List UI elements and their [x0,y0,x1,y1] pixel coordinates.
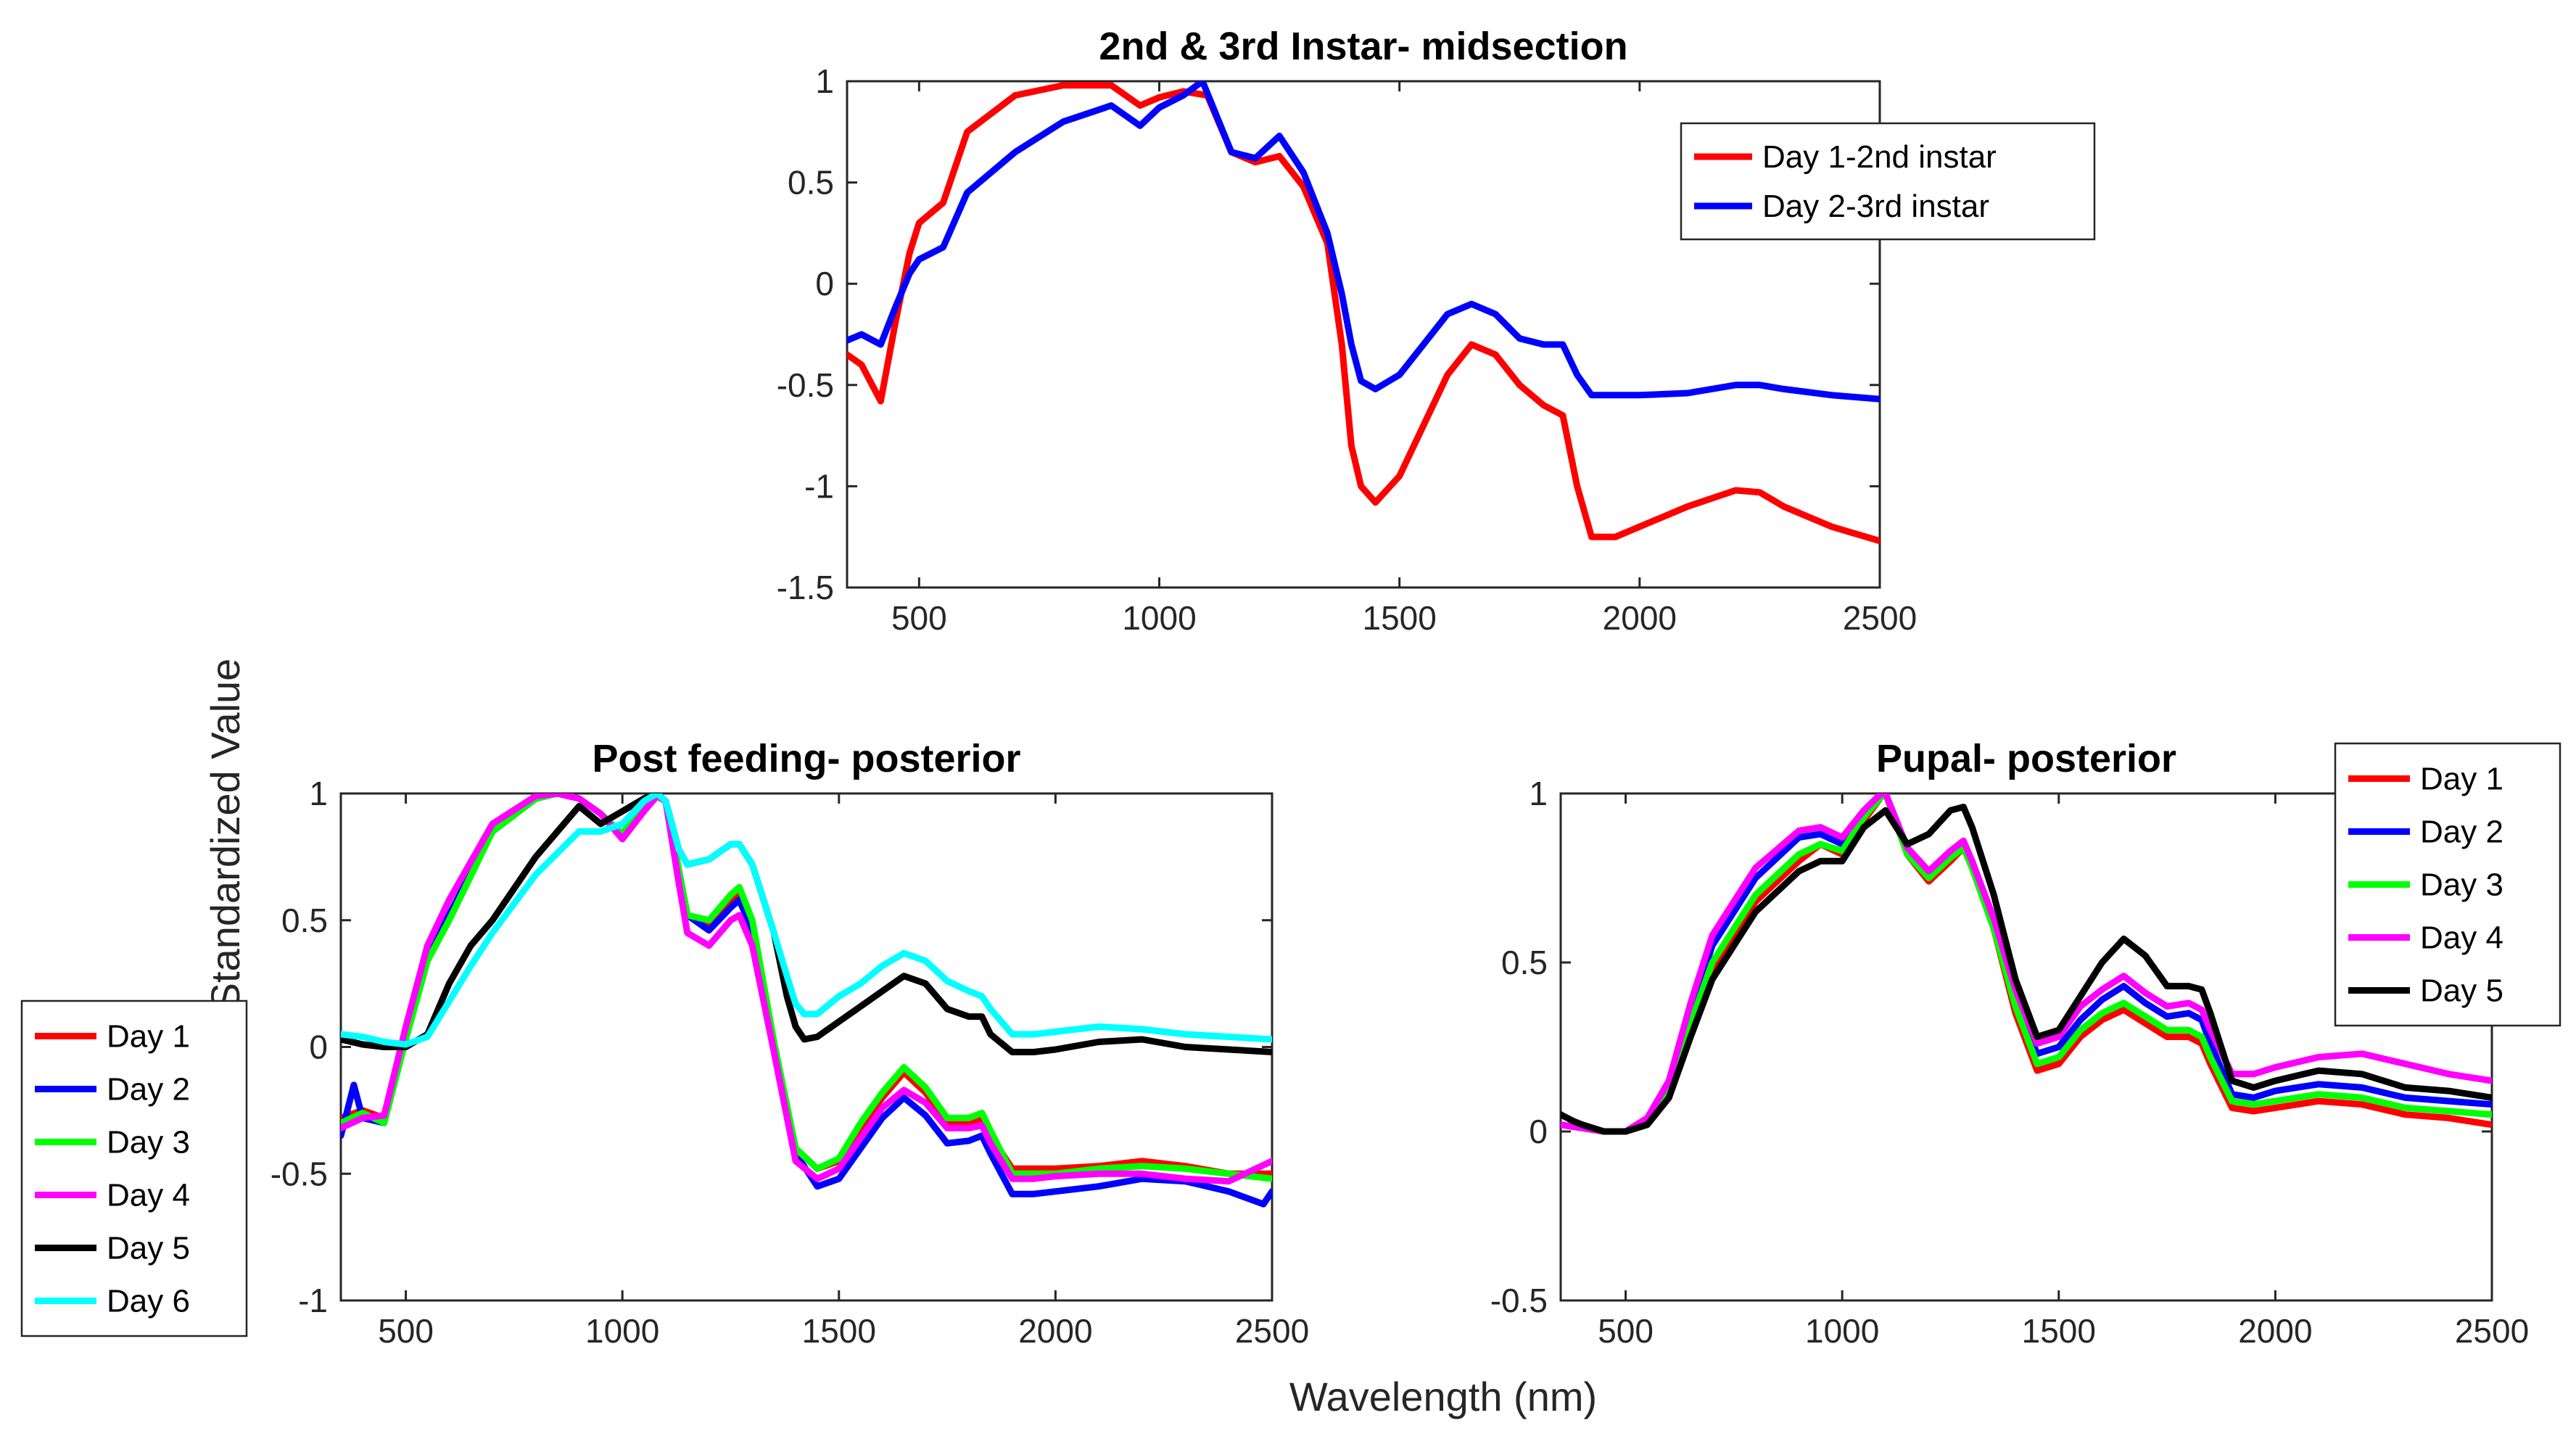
y-tick-label: -1.5 [777,569,834,606]
y-tick-label: 0.5 [281,902,328,939]
y-tick-label: 0 [1529,1113,1548,1150]
chart-title: Pupal- posterior [1876,737,2176,780]
chart-pupal-posterior: Pupal- posterior 500 1000 1500 2000 2500 1 0.5 0… [1490,737,2561,1350]
x-tick-label: 1500 [1363,599,1437,637]
x-tick-label: 1500 [802,1312,876,1350]
x-tick-label: 500 [891,599,947,637]
series-line-day-6 [341,793,1272,1048]
chart-title: Post feeding- posterior [592,737,1020,780]
legend-label: Day 2 [107,1072,190,1108]
x-tick-label: 2000 [2238,1312,2312,1350]
y-tick-label: -0.5 [1490,1282,1548,1319]
x-tick-label: 1000 [1122,599,1196,637]
legend-label: Day 3 [2420,867,2503,903]
legend-label: Day 1 [107,1019,190,1055]
series-group [341,793,1272,1208]
series-line-day-5 [1561,804,2492,1135]
y-tick-label: -0.5 [777,366,834,404]
legend-label: Day 5 [107,1231,190,1266]
y-tick-label: -1 [298,1282,328,1319]
y-tick-label: 1 [1529,775,1548,812]
plot-area-1 [339,792,1273,1302]
legend-label: Day 1-2nd instar [1762,139,1997,175]
legend-box [1680,122,2096,241]
legend-label: Day 2-3rd instar [1762,189,1989,224]
y-tick-label: -0.5 [271,1155,328,1192]
series-line-day-4 [1561,793,2492,1135]
y-tick-label: 0 [309,1028,328,1066]
y-tick-label: -1 [804,467,834,505]
x-tick-label: 2000 [1603,599,1677,637]
chart-title: 2nd & 3rd Instar- midsection [1099,25,1627,68]
legend-label: Day 6 [107,1284,190,1319]
x-tick-label: 2500 [2455,1312,2529,1350]
legend-label: Day 1 [2420,762,2503,797]
y-tick-label: 1 [309,775,328,812]
series-group [1561,793,2492,1135]
x-tick-label: 2000 [1018,1312,1092,1350]
x-tick-label: 500 [1598,1312,1654,1350]
x-tick-label: 2500 [1843,599,1917,637]
x-tick-label: 1000 [585,1312,659,1350]
x-tick-label: 500 [378,1312,434,1350]
series-line-day-1-2nd-instar [847,82,1880,545]
series-line-day-4 [341,793,1272,1185]
legend-box [20,999,248,1337]
legend-label: Day 2 [2420,815,2503,850]
y-tick-label: 1 [815,62,834,100]
legend-label: Day 5 [2420,973,2503,1009]
legend-label: Day 3 [107,1125,190,1160]
y-tick-label: 0.5 [788,164,834,202]
x-tick-label: 1000 [1805,1312,1879,1350]
legend-label: Day 4 [107,1178,190,1213]
series-group [847,81,1880,545]
series-line-day-2-3rd-instar [847,81,1880,403]
series-line-day-3 [341,793,1272,1182]
legend: Day 1 Day 2 Day 3 Day 4 Day 5 [2334,742,2561,1027]
chart-instar-midsection: 2nd & 3rd Instar- midsection 500 1000 1500 2… [777,25,2096,637]
y-tick-label: 0 [815,265,834,302]
y-tick-label: 0.5 [1501,944,1548,981]
x-tick-label: 1500 [2022,1312,2096,1350]
chart-post-feeding-posterior: Post feeding- posterior 500 1000 1500 2000 25… [20,737,1309,1350]
legend-label: Day 4 [2420,920,2503,956]
figure-xlabel: Wavelength (nm) [1289,1374,1597,1419]
x-tick-label: 2500 [1235,1312,1309,1350]
legend: Day 1 Day 2 Day 3 Day 4 Day 5 Day 6 [20,999,248,1337]
figure-ylabel: Standardized Value [202,659,248,1010]
legend: Day 1-2nd instar Day 2-3rd instar [1680,122,2096,241]
